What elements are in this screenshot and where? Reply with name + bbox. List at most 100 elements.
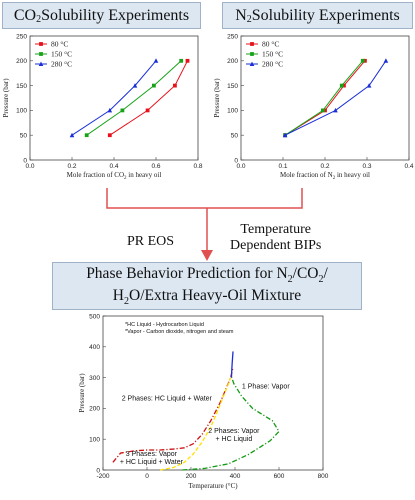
co2-legend-label: 280 °C xyxy=(51,60,72,69)
co2-y-tick-label: 100 xyxy=(16,108,27,115)
phase-x-tick-label: 400 xyxy=(230,473,241,480)
phase-x-tick-label: 0 xyxy=(145,473,149,480)
n2-y-tick-label: 250 xyxy=(227,33,238,40)
phase-header-line1-mid: /CO xyxy=(292,265,319,282)
co2-point xyxy=(173,83,177,88)
phase-y-tick-label: 300 xyxy=(89,375,100,382)
phase-region-label: 3 Phases: Vapor xyxy=(126,451,178,458)
n2-header-sub: 2 xyxy=(246,14,252,25)
co2-experiments-header: CO 2 Solubility Experiments xyxy=(2,2,201,29)
co2-legend-marker xyxy=(39,42,43,46)
phase-header-line2-pre: H xyxy=(112,287,124,304)
n2-x-tick-label: 0.3 xyxy=(362,163,371,170)
n2-y-tick-label: 50 xyxy=(231,133,239,140)
co2-point xyxy=(107,107,113,113)
flow-bracket-line xyxy=(106,188,303,209)
co2-point xyxy=(84,133,89,138)
co2-y-tick-label: 250 xyxy=(16,33,27,40)
n2-y-tick-label: 0 xyxy=(234,157,238,164)
pr-eos-label: PR EOS xyxy=(127,234,175,249)
phase-y-axis-label: Pressure (bar) xyxy=(78,373,86,413)
co2-y-tick-label: 50 xyxy=(20,133,28,140)
n2-series-line xyxy=(284,60,364,136)
phase-header-line2-sub: 2 xyxy=(124,296,129,307)
phase-header-line1-post: / xyxy=(323,265,328,282)
n2-legend-label: 80 °C xyxy=(262,40,279,49)
co2-x-tick-label: 0.6 xyxy=(151,163,160,170)
phase-boundary-curve xyxy=(160,377,232,471)
phase-boundary-curve xyxy=(182,377,280,471)
phase-header-line1-sub2: 2 xyxy=(318,274,324,285)
phase-region-label: 2 Phases: Vapor xyxy=(208,428,260,435)
phase-x-tick-label: 600 xyxy=(274,473,285,480)
n2-y-tick-label: 150 xyxy=(227,83,238,90)
phase-region-label: + HC Liquid xyxy=(216,436,253,443)
n2-x-tick-label: 0.2 xyxy=(320,163,329,170)
bip-label: Temperature Dependent BIPs xyxy=(230,222,321,254)
co2-y-tick-label: 200 xyxy=(16,58,27,65)
n2-y-tick-label: 100 xyxy=(227,108,238,115)
phase-note: *Vapor - Carbon dioxide, nitrogen and st… xyxy=(125,329,234,335)
co2-x-axis-label: Mole fraction of CO2 in heavy oil xyxy=(67,171,162,181)
co2-x-tick-label: 0.0 xyxy=(25,163,34,170)
n2-legend-label: 280 °C xyxy=(262,60,283,69)
n2-x-axis-label: Mole fraction of N2 in heavy oil xyxy=(280,171,370,181)
phase-boundary-curve xyxy=(230,351,234,378)
co2-header-post: Solubility Experiments xyxy=(41,6,190,24)
n2-point xyxy=(339,83,344,88)
phase-header-line1: Phase Behavior Prediction for N2/CO2/ xyxy=(86,264,328,286)
co2-series-line xyxy=(71,60,157,136)
phase-y-tick-label: 400 xyxy=(89,344,100,351)
co2-point xyxy=(120,108,125,113)
co2-point xyxy=(69,132,75,138)
n2-series-line xyxy=(284,60,366,136)
phase-behavior-header: Phase Behavior Prediction for N2/CO2/ H2… xyxy=(52,262,362,310)
n2-header-post: Solubility Experiments xyxy=(251,6,400,24)
n2-point xyxy=(342,83,346,88)
co2-legend-marker xyxy=(38,61,44,66)
n2-x-tick-label: 0.0 xyxy=(236,163,245,170)
n2-legend-label: 150 °C xyxy=(262,50,283,59)
co2-series-line xyxy=(86,60,182,136)
phase-region-label: 1 Phase: Vapor xyxy=(242,383,290,390)
co2-point xyxy=(107,133,112,138)
n2-legend-marker xyxy=(250,52,254,56)
n2-point xyxy=(363,58,367,63)
n2-y-axis-label: Pressure (bar) xyxy=(213,78,221,118)
co2-point xyxy=(185,58,190,63)
co2-y-tick-label: 150 xyxy=(16,83,27,90)
n2-point xyxy=(360,58,365,63)
n2-x-tick-label: 0.1 xyxy=(278,163,287,170)
phase-region-label: + HC Liquid + Water xyxy=(120,459,184,466)
phase-header-line2: H2O/Extra Heavy-Oil Mixture xyxy=(86,286,328,308)
phase-header-line1-sub1: 2 xyxy=(287,274,293,285)
n2-point xyxy=(321,108,325,113)
n2-x-tick-label: 0.4 xyxy=(404,163,413,170)
phase-x-tick-label: -200 xyxy=(96,473,109,480)
flow-arrowhead-icon xyxy=(201,250,213,261)
phase-header-line1-pre: Phase Behavior Prediction for N xyxy=(86,265,288,282)
phase-plot-frame xyxy=(102,315,324,471)
co2-series-line xyxy=(109,60,188,136)
co2-header-pre: CO xyxy=(13,6,37,24)
n2-legend-marker xyxy=(249,61,255,66)
phase-x-tick-label: 800 xyxy=(318,473,329,480)
co2-legend-label: 80 °C xyxy=(51,40,68,49)
co2-y-tick-label: 0 xyxy=(23,157,27,164)
n2-point xyxy=(333,107,338,113)
phase-x-axis-label: Temperature (°C) xyxy=(188,482,238,490)
co2-x-tick-label: 0.4 xyxy=(109,163,118,170)
phase-note: *HC Liquid - Hydrocarbon Liquid xyxy=(125,322,204,328)
co2-header-sub: 2 xyxy=(36,14,42,25)
n2-point xyxy=(366,83,372,88)
n2-series-line xyxy=(284,60,387,136)
bip-label-line1: Temperature xyxy=(240,222,311,237)
co2-y-axis-label: Pressure (bar) xyxy=(2,78,10,118)
phase-y-tick-label: 500 xyxy=(89,313,100,320)
n2-point xyxy=(383,58,389,63)
phase-x-tick-label: 200 xyxy=(186,473,197,480)
co2-x-tick-label: 0.2 xyxy=(67,163,76,170)
